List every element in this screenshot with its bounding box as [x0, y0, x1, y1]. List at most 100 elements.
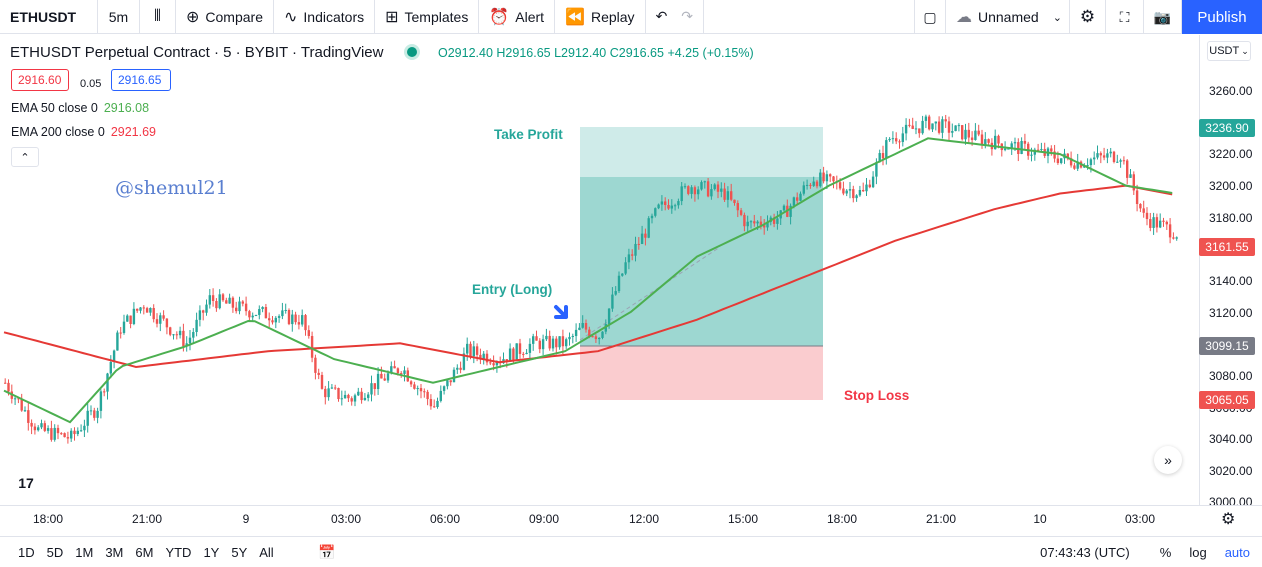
- double-chevron-right-icon: »: [1164, 452, 1172, 468]
- candle-body: [136, 308, 139, 311]
- candle-body: [1066, 153, 1069, 159]
- candle-body: [904, 124, 908, 134]
- settings-button[interactable]: ⚙: [1070, 0, 1106, 34]
- candle-body: [568, 336, 571, 340]
- time-axis[interactable]: [0, 505, 1262, 533]
- candle-body: [898, 141, 901, 143]
- candle-body: [423, 391, 426, 393]
- snapshot-button[interactable]: 📷: [1144, 0, 1182, 34]
- candle-body: [472, 346, 475, 357]
- range-1m[interactable]: 1M: [75, 544, 94, 560]
- candle-body: [46, 428, 50, 431]
- market-status-icon: [407, 47, 417, 57]
- candle-body: [815, 181, 819, 187]
- candle-body: [1162, 220, 1165, 222]
- alert-button[interactable]: ⏰ Alert: [479, 0, 556, 34]
- replay-label: Replay: [590, 8, 635, 25]
- candle-body: [1159, 220, 1162, 228]
- candle-body: [987, 139, 990, 143]
- candle-body: [205, 304, 208, 313]
- range-ytd[interactable]: YTD: [165, 544, 192, 560]
- stop-loss-zone[interactable]: [580, 346, 823, 400]
- range-1d[interactable]: 1D: [18, 544, 35, 560]
- candle-body: [617, 275, 621, 292]
- candle-body: [1116, 161, 1119, 163]
- range-5y[interactable]: 5Y: [231, 544, 248, 560]
- candle-body: [891, 138, 895, 140]
- undo-button[interactable]: ↶: [646, 0, 672, 34]
- range-5d[interactable]: 5D: [46, 544, 64, 560]
- take-profit-zone-light[interactable]: [580, 127, 823, 177]
- candle-body: [149, 307, 152, 313]
- layout-name-button[interactable]: ☁ Unnamed ⌄: [946, 0, 1070, 34]
- templates-button[interactable]: ⊞ Templates: [375, 0, 480, 34]
- range-all[interactable]: All: [259, 544, 274, 560]
- candle-body: [716, 184, 720, 192]
- currency-button[interactable]: USDT ⌄: [1207, 41, 1251, 61]
- price-tick: 3260.00: [1209, 84, 1253, 98]
- time-tick: 06:00: [429, 512, 461, 526]
- candle-body: [370, 383, 373, 395]
- candle-body: [456, 367, 459, 370]
- indicators-button[interactable]: ∿ Indicators: [274, 0, 376, 34]
- auto-toggle[interactable]: auto: [1224, 545, 1250, 560]
- candle-body: [809, 184, 812, 186]
- candle-body: [571, 336, 574, 338]
- candle-body: [1132, 174, 1135, 191]
- ema50-legend[interactable]: EMA 50 close 0 2916.08: [11, 101, 149, 115]
- ema200-legend[interactable]: EMA 200 close 0 2921.69: [11, 125, 156, 139]
- candle-body: [578, 327, 581, 330]
- fullscreen-button[interactable]: ⛶: [1106, 0, 1144, 34]
- replay-button[interactable]: ⏪ Replay: [555, 0, 646, 34]
- clock-time[interactable]: 07:43:43 (UTC): [1040, 545, 1130, 560]
- tradingview-logo[interactable]: 17: [11, 471, 41, 495]
- ema50-value: 2916.08: [103, 101, 150, 115]
- candle-body: [363, 397, 367, 401]
- publish-button[interactable]: Publish: [1182, 0, 1262, 34]
- collapse-legend-button[interactable]: ⌃: [11, 147, 39, 167]
- sell-button[interactable]: 2916.60: [11, 69, 69, 91]
- fullscreen-layout-button[interactable]: ▢: [914, 0, 946, 34]
- interval-button[interactable]: 5m: [98, 0, 140, 34]
- range-3m[interactable]: 3M: [105, 544, 124, 560]
- scroll-to-realtime-button[interactable]: »: [1154, 446, 1182, 474]
- gear-icon[interactable]: ⚙: [1221, 511, 1236, 528]
- time-tick: 09:00: [528, 512, 560, 526]
- candle-body: [607, 308, 611, 325]
- price-axis[interactable]: [1199, 35, 1262, 505]
- candle-body: [1020, 140, 1023, 155]
- candle-body: [1069, 158, 1073, 166]
- candle-body: [753, 221, 756, 224]
- candle-body: [1175, 237, 1178, 239]
- candle-body: [908, 124, 911, 126]
- candle-body: [1135, 190, 1139, 204]
- candle-body: [598, 337, 601, 340]
- candle-body: [697, 189, 700, 195]
- candle-body: [1145, 212, 1149, 220]
- candle-body: [756, 221, 759, 224]
- candle-body: [829, 174, 832, 177]
- candle-body: [1152, 217, 1155, 228]
- calendar-goto-icon[interactable]: 📅: [318, 544, 336, 560]
- candle-body: [277, 316, 281, 318]
- candle-body: [1007, 148, 1010, 150]
- symbol-search[interactable]: ETHUSDT: [0, 0, 98, 34]
- candle-body: [1033, 149, 1036, 155]
- percent-toggle[interactable]: %: [1159, 545, 1172, 560]
- candle-body: [1109, 151, 1112, 154]
- candle-body: [644, 233, 647, 238]
- price-chart[interactable]: [0, 35, 1200, 505]
- buy-button[interactable]: 2916.65: [111, 69, 171, 91]
- range-1y[interactable]: 1Y: [203, 544, 220, 560]
- candle-body: [393, 366, 396, 369]
- range-6m[interactable]: 6M: [135, 544, 154, 560]
- chart-type-button[interactable]: ⫴: [140, 0, 176, 34]
- redo-button[interactable]: ↷: [671, 0, 705, 34]
- candle-body: [390, 366, 393, 374]
- candle-body: [152, 307, 155, 320]
- candle-body: [360, 391, 363, 401]
- candle-body: [1003, 148, 1007, 151]
- log-toggle[interactable]: log: [1189, 545, 1207, 560]
- compare-button[interactable]: ⊕ Compare: [176, 0, 274, 34]
- candle-body: [185, 343, 188, 347]
